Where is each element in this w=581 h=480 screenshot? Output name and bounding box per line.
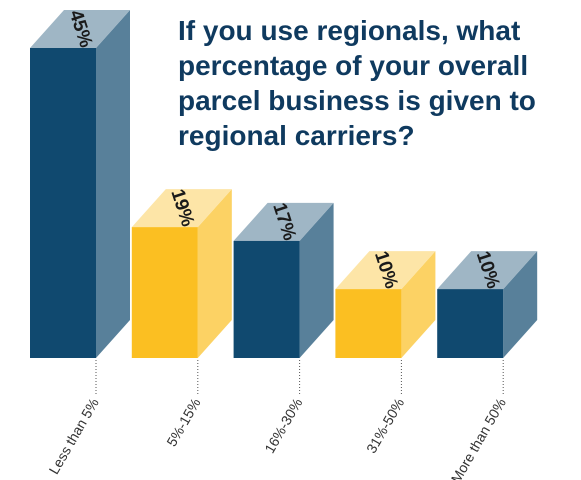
x-tick-label: 5%-15% — [163, 395, 203, 449]
bar-side — [197, 189, 232, 358]
chart-title: percentage of your overall — [178, 50, 528, 81]
bar — [131, 227, 198, 358]
bar-top — [30, 10, 130, 48]
bar-side — [503, 251, 538, 358]
chart-title: If you use regionals, what — [178, 15, 520, 46]
bar-side — [96, 10, 130, 358]
bar — [233, 240, 300, 358]
x-tick-label: 31%-50% — [363, 395, 407, 456]
bar — [437, 289, 504, 358]
x-tick-label: 16%-30% — [261, 395, 305, 456]
x-tick-label: More than 50% — [448, 395, 509, 480]
bar-side — [401, 251, 436, 358]
chart-title: parcel business is given to — [178, 85, 536, 116]
chart-title: regional carriers? — [178, 120, 415, 151]
bar — [30, 48, 96, 358]
bar — [335, 289, 402, 358]
bar-top — [437, 251, 538, 290]
bar-top — [335, 251, 436, 290]
bar-side — [299, 202, 334, 358]
bar-top — [131, 189, 232, 228]
bar-top — [233, 202, 334, 241]
x-tick-label: Less than 5% — [46, 395, 102, 476]
